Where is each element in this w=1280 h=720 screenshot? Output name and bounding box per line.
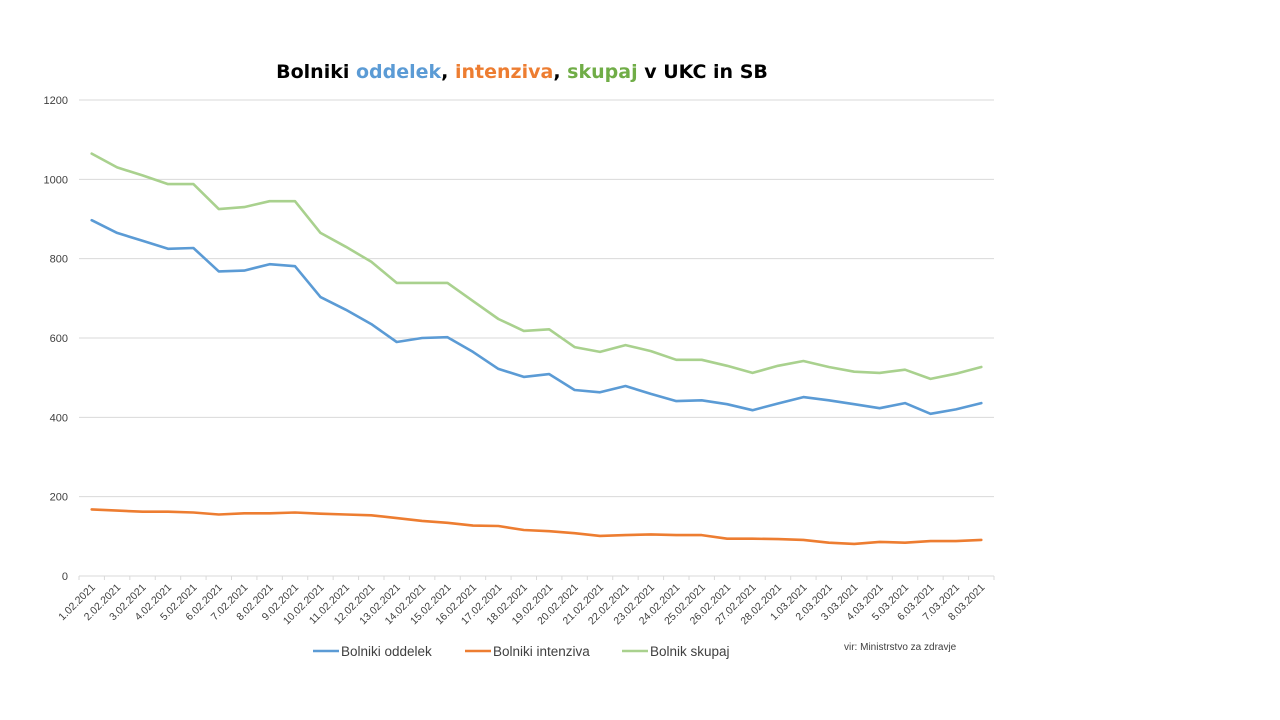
title-part: , xyxy=(553,61,567,83)
legend-label: Bolniki oddelek xyxy=(341,644,432,659)
title-part: intenziva xyxy=(455,61,553,83)
gridlines xyxy=(79,99,994,577)
series-lines xyxy=(90,152,983,546)
title-part: , xyxy=(441,61,455,83)
y-tick-label: 400 xyxy=(50,412,68,424)
x-axis: 1.02.20212.02.20213.02.20214.02.20215.02… xyxy=(56,576,995,627)
series-line-0 xyxy=(90,218,983,416)
y-tick-label: 1000 xyxy=(44,174,68,186)
y-axis-ticks: 0 200 400 600 800 1000 1200 xyxy=(44,95,68,583)
y-tick-label: 600 xyxy=(50,333,68,345)
series-line-1 xyxy=(90,508,983,546)
title-part: skupaj xyxy=(567,61,637,83)
y-tick-label: 200 xyxy=(50,492,68,504)
legend-label: Bolnik skupaj xyxy=(650,644,730,659)
title-part: Bolniki xyxy=(276,61,356,83)
series-line-2 xyxy=(90,152,983,381)
y-tick-label: 0 xyxy=(62,571,68,583)
title-part: oddelek xyxy=(356,61,442,83)
y-tick-label: 1200 xyxy=(44,95,68,107)
source-annotation: vir: Ministrstvo za zdravje xyxy=(844,642,957,653)
y-tick-label: 800 xyxy=(50,254,68,266)
title-part: v UKC in SB xyxy=(638,61,768,83)
chart-title: Bolniki oddelek, intenziva, skupaj v UKC… xyxy=(276,61,768,83)
legend: Bolniki oddelek Bolniki intenziva Bolnik s… xyxy=(313,644,730,659)
legend-label: Bolniki intenziva xyxy=(493,644,590,659)
